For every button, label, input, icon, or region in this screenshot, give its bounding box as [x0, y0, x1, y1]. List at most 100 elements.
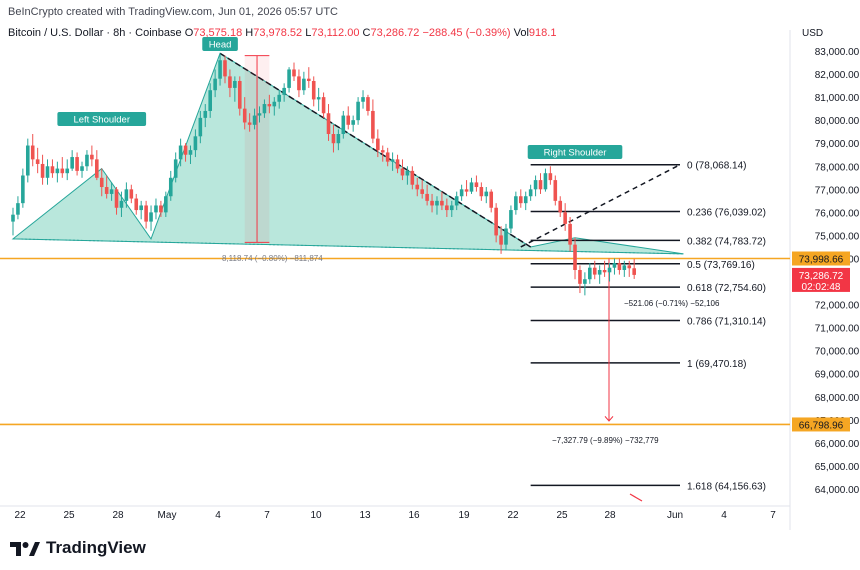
candle-body	[277, 94, 282, 102]
measure-label-head: 8,118.74 (−0.80%) −811,874	[222, 254, 323, 263]
candle-body	[632, 268, 636, 275]
time-tick-label: 28	[604, 510, 616, 521]
fib-level-label: 1.618 (64,156.63)	[687, 481, 766, 492]
volume-label: Vol	[513, 27, 529, 39]
tradingview-logo[interactable]: TradingView	[10, 538, 146, 558]
candle-body	[282, 87, 286, 95]
candle-body	[351, 120, 355, 125]
candle-body	[563, 212, 567, 224]
candle-body	[543, 173, 548, 190]
candle-body	[573, 244, 577, 270]
candle-body	[494, 207, 498, 236]
candle-body	[627, 265, 632, 269]
time-tick-label: 10	[310, 510, 322, 521]
price-tick-label: 80,000.00	[815, 116, 860, 127]
candle-body	[597, 270, 602, 275]
candle-body	[173, 159, 178, 178]
candle-body	[50, 166, 55, 174]
price-tick-label: 78,000.00	[815, 162, 860, 173]
last-price-timer: 02:02:48	[802, 282, 841, 293]
symbol-title[interactable]: Bitcoin / U.S. Dollar · 8h · Coinbase	[8, 27, 182, 39]
time-tick-label: 22	[507, 510, 519, 521]
candle-body	[602, 270, 607, 273]
open-label: O	[184, 27, 194, 39]
price-tick-label: 83,000.00	[815, 47, 860, 58]
fib-level-label: 0.382 (74,783.72)	[687, 236, 766, 247]
candle-body	[425, 193, 429, 201]
price-tick-label: 75,000.00	[815, 231, 860, 242]
tradingview-logo-icon	[10, 542, 40, 556]
candle-body	[65, 168, 70, 174]
time-tick-label: 4	[215, 510, 221, 521]
candle-body	[75, 157, 79, 171]
time-tick-label: 16	[408, 510, 420, 521]
candle-body	[341, 115, 346, 135]
candle-body	[262, 104, 267, 114]
candle-body	[336, 134, 341, 144]
candle-body	[445, 205, 449, 211]
candle-body	[70, 157, 74, 169]
candle-body	[144, 205, 148, 222]
candle-body	[30, 145, 35, 160]
candle-body	[415, 184, 420, 190]
candle-body	[346, 115, 351, 125]
candle-body	[40, 163, 45, 178]
candle-body	[208, 90, 212, 111]
fib-level-label: 0.236 (76,039.02)	[687, 207, 766, 218]
candle-body	[213, 78, 217, 91]
candle-body	[321, 97, 326, 114]
time-tick-label: May	[158, 510, 177, 521]
candle-body	[168, 177, 173, 197]
candle-body	[607, 267, 612, 273]
candle-body	[95, 159, 99, 178]
candle-body	[247, 122, 252, 125]
candle-body	[85, 154, 89, 167]
candle-body	[307, 78, 311, 81]
price-tick-label: 77,000.00	[815, 185, 860, 196]
candle-body	[361, 97, 365, 102]
close-label: C	[362, 27, 371, 39]
pattern-tag	[57, 112, 147, 126]
candle-body	[395, 159, 400, 169]
time-tick-label: 7	[264, 510, 270, 521]
candle-body	[588, 267, 592, 280]
low-label: L	[305, 27, 312, 39]
candle-body	[252, 115, 257, 125]
level-price-tag-label: 66,798.96	[799, 420, 844, 431]
candle-body	[479, 187, 484, 197]
candle-body	[449, 205, 454, 211]
candle-body	[203, 110, 208, 118]
price-tick-label: 68,000.00	[815, 393, 860, 404]
change-value: −288.45 (−0.39%)	[422, 27, 511, 39]
price-tick-label: 76,000.00	[815, 208, 860, 219]
level-price-tag	[792, 417, 850, 432]
candle-body	[410, 170, 415, 185]
candle-body	[302, 78, 306, 91]
candle-body	[16, 203, 20, 215]
candle-body	[440, 200, 444, 206]
last-price-label: 73,286.72	[799, 271, 844, 282]
fib-level-label: 0.618 (72,754.60)	[687, 283, 766, 294]
time-tick-label: 7	[770, 510, 776, 521]
candle-body	[499, 235, 503, 245]
candle-body	[553, 180, 558, 201]
pattern-tag-label: Right Shoulder	[544, 148, 607, 159]
candle-body	[267, 104, 272, 107]
candle-body	[223, 60, 227, 77]
time-tick-label: 28	[112, 510, 124, 521]
high-label: H	[245, 27, 254, 39]
candle-body	[366, 97, 370, 111]
time-tick-label: 4	[721, 510, 727, 521]
candle-body	[420, 189, 424, 194]
time-tick-label: 22	[14, 510, 26, 521]
pattern-tag-label: Head	[209, 40, 232, 51]
candle-body	[90, 154, 94, 160]
pattern-tag-label: Left Shoulder	[73, 115, 130, 126]
price-tick-label: 70,000.00	[815, 347, 860, 358]
candle-body	[198, 117, 203, 137]
candle-body	[523, 196, 528, 204]
candle-body	[380, 150, 385, 153]
high-value: 73,978.52	[253, 27, 303, 39]
candle-body	[55, 168, 60, 174]
